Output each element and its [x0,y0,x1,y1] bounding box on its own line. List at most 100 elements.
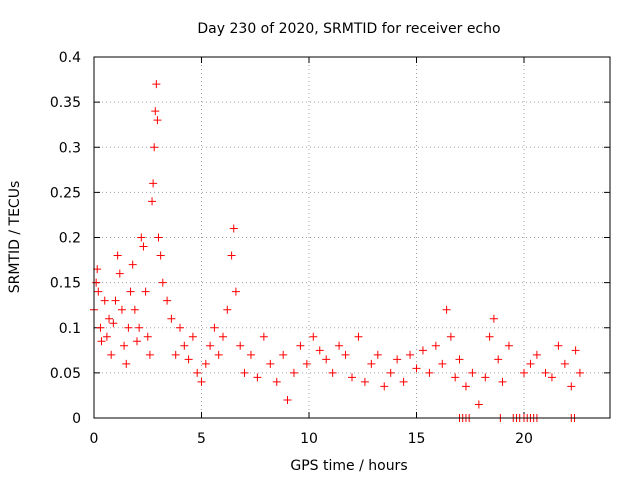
data-point [554,341,563,350]
y-tick-label: 0.4 [59,50,81,66]
y-tick-label: 0.3 [59,140,81,156]
y-tick-labels: 0 0.05 0.1 0.15 0.2 0.25 0.3 0.35 0.4 [50,50,81,427]
data-point [236,341,245,350]
data-point [451,373,460,382]
data-point [526,359,535,368]
x-tick-label: 15 [408,431,426,447]
data-point [176,323,184,332]
data-point [227,251,236,260]
x-tick-label: 20 [515,431,533,447]
data-point [96,323,105,332]
data-point [188,332,197,341]
data-point [341,350,350,359]
y-tick-label: 0.25 [50,185,81,201]
data-point [380,382,389,391]
data-point [153,116,162,125]
data-point [126,287,135,296]
data-point [92,278,101,287]
data-point [193,368,202,377]
data-point [481,373,490,382]
data-point [425,368,434,377]
data-point [567,382,576,391]
data-point [231,287,240,296]
data-point [143,332,152,341]
x-axis-title: GPS time / hours [290,458,407,474]
data-point [494,355,503,364]
data-point [229,224,238,233]
data-point [201,359,210,368]
grid [94,57,610,418]
y-tick-label: 0.2 [59,231,81,247]
data-point [214,350,223,359]
data-point [180,341,189,350]
data-point [289,368,298,377]
data-point [406,350,415,359]
y-tick-label: 0.05 [50,366,81,382]
data-point [109,319,118,328]
data-point [130,305,139,314]
data-point [279,350,288,359]
data-point [272,377,281,386]
data-point [489,314,498,323]
data-point [296,341,305,350]
data-point [163,296,172,305]
data-point [184,355,193,364]
data-point [150,143,159,152]
data-point [446,332,455,341]
data-point [504,341,513,350]
data-point [152,80,161,89]
data-point [111,296,120,305]
y-tick-label: 0.35 [50,95,81,111]
data-point [135,323,144,332]
data-point [117,305,126,314]
x-tick-label: 10 [300,431,318,447]
x-tick-label: 5 [197,431,206,447]
data-point [128,260,137,269]
data-point [315,346,324,355]
data-point [149,179,158,188]
data-point [322,355,331,364]
y-tick-label: 0 [72,411,81,427]
data-point [373,350,382,359]
data-point [145,350,154,359]
data-point [474,400,483,409]
data-point [367,359,376,368]
x-tick-labels: 0 5 10 15 20 [90,431,533,447]
data-point [133,337,141,346]
data-point [197,377,206,386]
data-point [141,287,150,296]
data-point [122,359,131,368]
data-point [139,242,148,251]
plot-frame [93,56,611,419]
data-point [97,337,106,346]
data-point [156,251,165,260]
data-point [113,251,122,260]
data-point [105,314,114,323]
data-point [547,373,556,382]
data-point [348,373,356,382]
data-point [93,265,102,274]
data-point [438,359,447,368]
data-point [520,368,528,377]
data-point [210,323,219,332]
data-point [360,377,369,386]
chart-title: Day 230 of 2020, SRMTID for receiver ech… [197,21,500,37]
data-point [100,296,109,305]
data-point [151,107,160,116]
data-points [90,80,584,422]
data-point [171,350,180,359]
data-point [541,368,550,377]
data-point [124,323,133,332]
data-point [259,332,268,341]
data-point [148,197,157,206]
data-point [309,332,318,341]
data-point [571,346,580,355]
data-point [399,377,408,386]
data-point [246,350,255,359]
data-point [94,287,103,296]
data-point [442,305,451,314]
data-point [253,373,262,382]
data-point [302,359,311,368]
data-point [266,359,275,368]
